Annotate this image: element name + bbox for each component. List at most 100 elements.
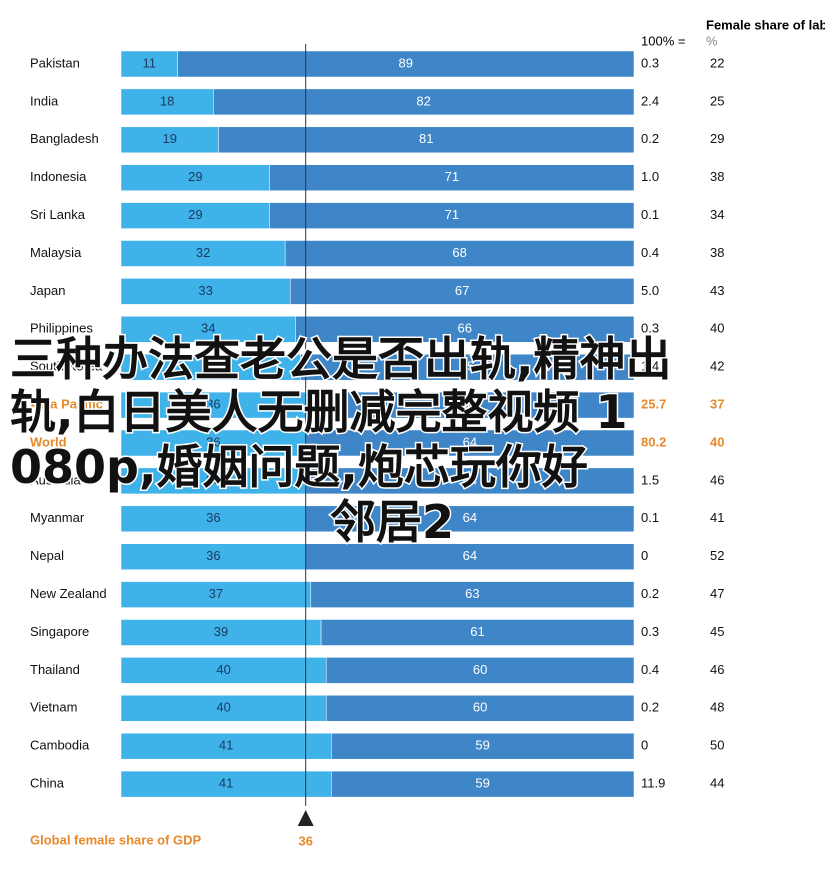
- bar-segment: [290, 278, 635, 305]
- bar-segment: [120, 316, 296, 343]
- bar-segment: [310, 581, 635, 608]
- bar-segment: [218, 126, 635, 154]
- gdp-value: 1.4: [641, 359, 659, 374]
- category-label: New Zealand: [30, 586, 107, 601]
- bar-segment: [120, 429, 306, 457]
- category-label: Sri Lanka: [30, 207, 86, 222]
- data-label: 61: [470, 624, 484, 639]
- labour-value: 48: [710, 700, 724, 715]
- labour-value: 38: [710, 169, 724, 184]
- data-label: 41: [219, 738, 233, 753]
- category-label: Indonesia: [30, 169, 87, 184]
- gdp-value: 0: [641, 738, 648, 753]
- category-label: Singapore: [30, 624, 89, 639]
- bar-segment: [213, 88, 635, 116]
- data-label: 40: [216, 662, 230, 677]
- category-label: Vietnam: [30, 700, 77, 715]
- bar-segment: [300, 353, 635, 381]
- marker-triangle: [297, 810, 314, 826]
- data-label: 29: [188, 169, 202, 184]
- bar-segment: [284, 240, 635, 267]
- data-label: 59: [475, 738, 489, 753]
- bar-segment: [120, 695, 327, 722]
- category-label: Japan: [30, 283, 65, 298]
- data-label: 18: [160, 93, 174, 108]
- labour-value: 41: [710, 510, 724, 525]
- category-label: Myanmar: [30, 510, 85, 525]
- labour-value: 38: [710, 245, 724, 260]
- bar-segment: [269, 202, 635, 229]
- overlay-text: 080p,婚姻问题,炮芯玩你好: [10, 440, 588, 494]
- bar-segment: [120, 732, 332, 760]
- data-label: 64: [463, 510, 477, 525]
- bar-segment: [120, 657, 327, 684]
- category-label: China: [30, 776, 65, 791]
- gdp-value: 0.2: [641, 700, 659, 715]
- category-label: Thailand: [30, 662, 80, 677]
- data-label: 36: [206, 548, 220, 563]
- data-label: 67: [455, 283, 469, 298]
- labour-value: 52: [710, 548, 724, 563]
- labour-value: 22: [710, 55, 724, 70]
- gdp-value: 0.1: [641, 510, 659, 525]
- category-label: Pakistan: [30, 55, 80, 70]
- data-label: 71: [445, 207, 459, 222]
- gdp-value: 0.3: [641, 55, 659, 70]
- bar-segment: [120, 391, 306, 419]
- bar-segment: [305, 391, 635, 419]
- labour-value: 37: [710, 397, 724, 412]
- data-label: 64: [463, 397, 477, 412]
- data-label: 59: [475, 776, 489, 791]
- data-label: 40: [216, 700, 230, 715]
- bar-segment: [120, 581, 312, 608]
- gdp-value: 1.5: [641, 472, 659, 487]
- category-label: Bangladesh: [30, 131, 99, 146]
- data-label: 64: [463, 548, 477, 563]
- data-label: 33: [198, 283, 212, 298]
- gdp-value: 25.7: [641, 397, 666, 412]
- data-label: 35: [204, 359, 218, 374]
- data-label: 36: [206, 434, 220, 449]
- bar-segment: [120, 88, 214, 116]
- data-label: 36: [206, 397, 220, 412]
- category-label: Nepal: [30, 548, 64, 563]
- bar-segment: [320, 619, 635, 646]
- overlay-text: 邻居2: [330, 495, 454, 549]
- bar-segment: [120, 770, 332, 798]
- gdp-value: 0.2: [641, 586, 659, 601]
- labour-unit: %: [706, 33, 718, 48]
- gdp-value: 2.4: [641, 93, 659, 108]
- bar-segment: [120, 505, 306, 533]
- data-label: 19: [163, 131, 177, 146]
- bar-segment: [305, 429, 635, 457]
- labour-value: 46: [710, 662, 724, 677]
- data-label: 36: [206, 472, 220, 487]
- bar-segment: [120, 164, 271, 191]
- data-label: 60: [473, 700, 487, 715]
- labour-value: 44: [710, 776, 724, 791]
- data-label: 63: [465, 586, 479, 601]
- labour-value: 40: [710, 434, 724, 449]
- data-label: 68: [452, 245, 466, 260]
- data-label: 81: [419, 131, 433, 146]
- data-label: 65: [460, 359, 474, 374]
- data-label: 41: [219, 776, 233, 791]
- category-label: Malaysia: [30, 245, 82, 260]
- data-label: 11: [142, 55, 156, 70]
- gdp-value: 80.2: [641, 434, 666, 449]
- data-label: 37: [209, 586, 223, 601]
- category-label: Cambodia: [30, 738, 90, 753]
- labour-value: 29: [710, 131, 724, 146]
- category-label: India: [30, 93, 59, 108]
- gdp-value: 0.3: [641, 321, 659, 336]
- bar-segment: [177, 50, 635, 78]
- labour-value: 25: [710, 93, 724, 108]
- labour-header: Female share of labour force: [706, 17, 825, 32]
- bar-segment: [325, 657, 635, 684]
- overlay-text: 三种办法查老公是否出轨,精神出: [10, 332, 671, 386]
- gdp-value: 11.9: [641, 776, 665, 791]
- category-label: Australia: [30, 472, 81, 487]
- gdp-value: 0.2: [641, 131, 659, 146]
- bar-segment: [331, 770, 635, 798]
